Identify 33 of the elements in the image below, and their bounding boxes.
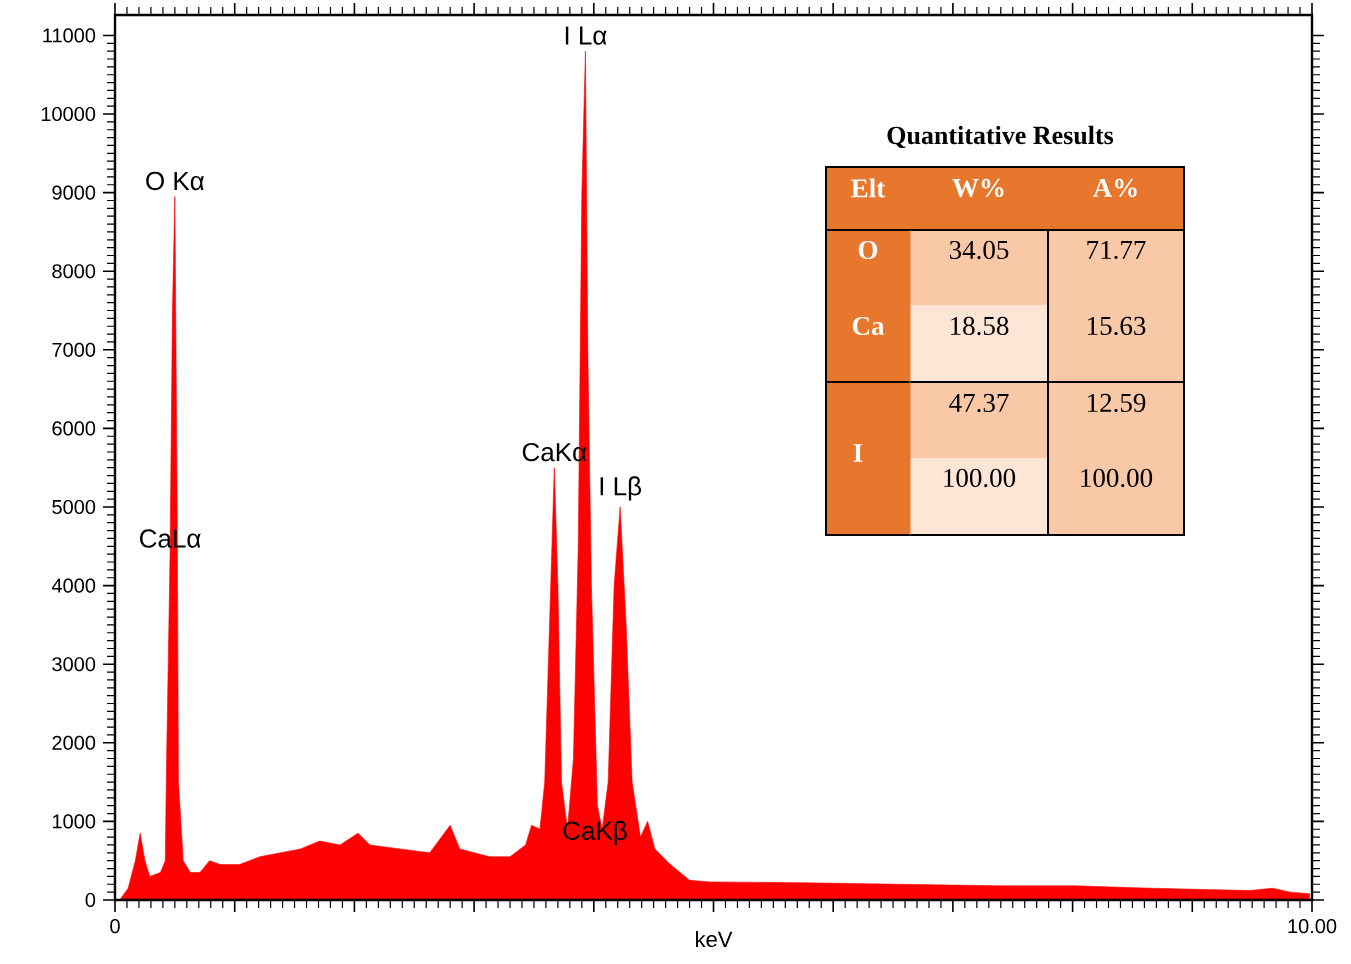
annotation: I Lα — [565, 26, 607, 45]
annotation: 100.00 — [1081, 468, 1153, 488]
annotation: CaKβ — [563, 820, 627, 846]
annotation: O — [858, 240, 878, 260]
annotation: 34.05 — [949, 240, 1009, 260]
annotation: W% — [952, 178, 1004, 198]
annotation: Quantitative Results — [887, 125, 1114, 149]
y-tick-label: 1000 — [52, 814, 96, 829]
y-tick-label: 7000 — [52, 342, 96, 357]
annotation: Elt — [851, 178, 886, 198]
y-tick-label: 5000 — [52, 499, 96, 515]
annotation: 71.77 — [1087, 240, 1146, 260]
annotation: 47.37 — [949, 393, 1009, 413]
annotation: A% — [1093, 178, 1137, 198]
annotation: I Lβ — [600, 476, 642, 501]
annotation: 18.58 — [951, 316, 1009, 336]
y-tick-label: 4000 — [51, 578, 96, 593]
annotation: 100.00 — [944, 468, 1016, 488]
y-tick-label: 6000 — [52, 421, 96, 436]
y-tick-label: 10000 — [41, 106, 96, 122]
annotation: 15.63 — [1088, 316, 1146, 336]
x-axis-title: keV — [696, 930, 733, 948]
y-tick-label: 11000 — [43, 28, 96, 43]
y-tick-label: 9000 — [52, 185, 96, 200]
annotation: I — [853, 444, 863, 462]
annotation: Ca — [852, 316, 885, 336]
annotation: O Kα — [146, 171, 204, 191]
y-tick-label: 3000 — [52, 657, 96, 672]
y-tick-label: 8000 — [52, 264, 96, 279]
x-tick-label: 10.00 — [1288, 919, 1337, 934]
annotation: 12.59 — [1088, 393, 1146, 413]
y-tick-label: 0 — [85, 892, 96, 908]
y-tick-label: 2000 — [52, 735, 96, 750]
